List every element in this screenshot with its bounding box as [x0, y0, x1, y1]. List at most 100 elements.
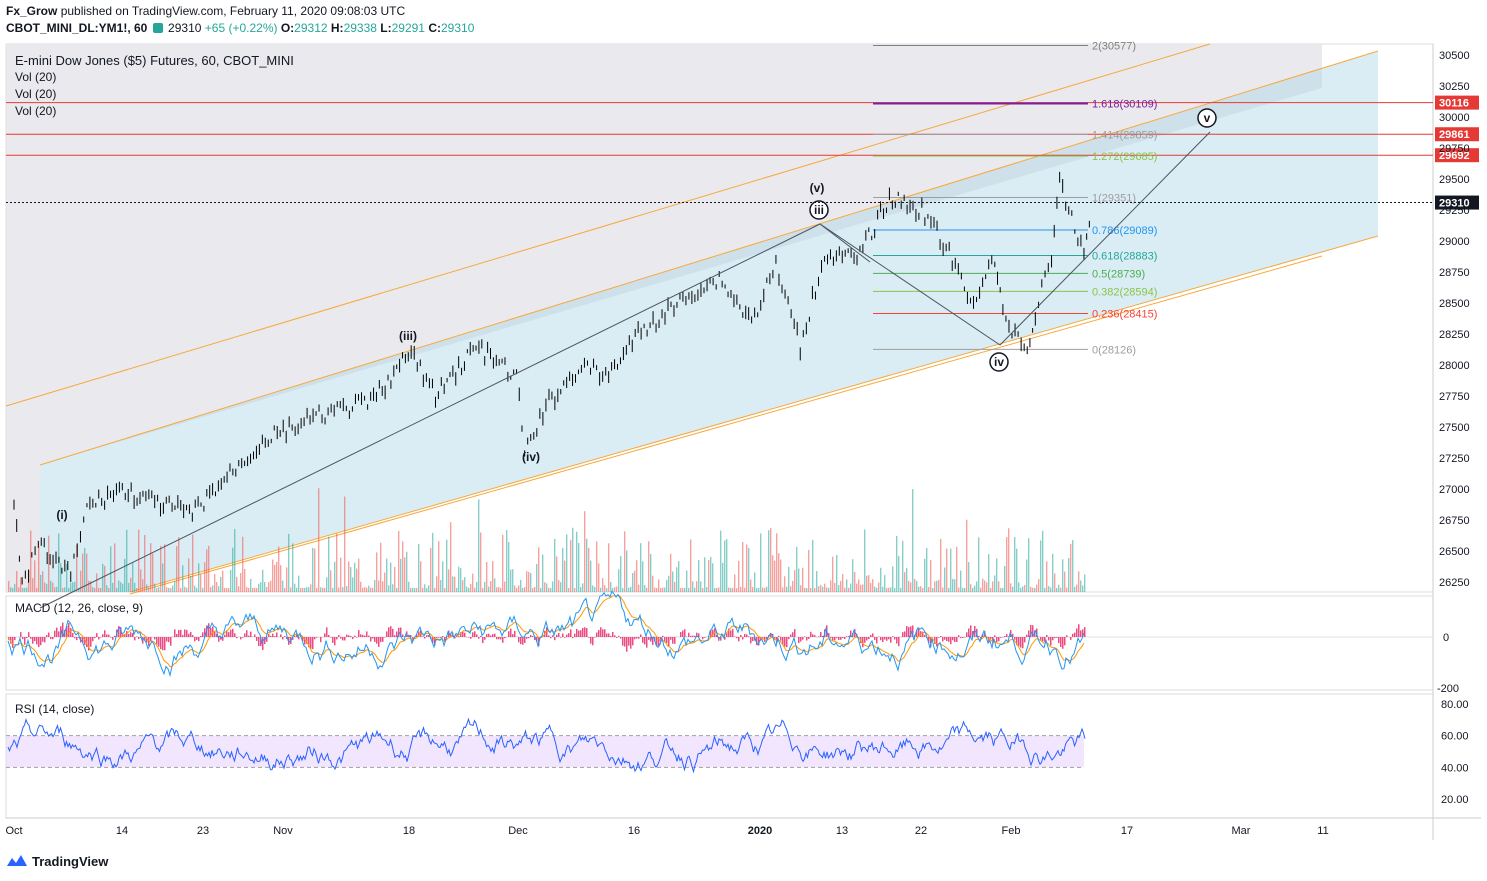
channel-middle-line[interactable] — [39, 50, 1379, 466]
macd-histogram-bar — [208, 623, 210, 637]
macd-legend[interactable]: MACD (12, 26, close, 9) — [15, 601, 144, 615]
macd-histogram-bar — [232, 628, 234, 637]
volume-bar — [570, 540, 572, 592]
volume-bar — [236, 576, 238, 592]
macd-line[interactable] — [7, 590, 1085, 678]
volume-bar — [870, 582, 872, 592]
time-axis-tick: Feb — [1002, 825, 1021, 837]
rsi-line[interactable] — [7, 717, 1086, 774]
macd-histogram-bar — [370, 637, 372, 642]
macd-histogram-bar — [1042, 637, 1044, 642]
high-key: H: — [330, 21, 344, 35]
volume-bar — [262, 569, 264, 592]
macd-histogram-bar — [48, 632, 50, 637]
low-value: 29291 — [391, 21, 425, 35]
volume-bar — [740, 586, 742, 592]
volume-bar — [834, 582, 836, 592]
macd-histogram-bar — [970, 625, 972, 637]
volume-bar — [642, 561, 644, 592]
macd-signal-line[interactable] — [7, 595, 1085, 668]
volume-bar — [558, 580, 560, 592]
macd-histogram-bar — [176, 633, 178, 637]
time-axis-tick: Mar — [1232, 825, 1251, 837]
volume-bar — [62, 587, 64, 592]
volume-bar — [304, 588, 306, 592]
macd-histogram-bar — [792, 632, 794, 637]
volume-bar — [360, 581, 362, 592]
macd-histogram-bar — [286, 637, 288, 640]
rsi-legend[interactable]: RSI (14, close) — [15, 702, 95, 716]
macd-histogram-bar — [580, 630, 582, 637]
macd-histogram-bar — [438, 637, 440, 638]
macd-histogram-bar — [1060, 637, 1062, 648]
volume-bar — [322, 587, 324, 592]
price-axis-tick: 30500 — [1439, 50, 1470, 62]
volume-bar — [846, 579, 848, 592]
macd-histogram-bar — [32, 637, 34, 644]
volume-bar — [330, 570, 332, 592]
volume-bar — [232, 547, 234, 592]
volume-bar — [654, 587, 656, 592]
macd-histogram-bar — [648, 637, 650, 640]
macd-histogram-bar — [770, 632, 772, 637]
macd-histogram-bar — [310, 637, 312, 649]
symbol-label[interactable]: CBOT_MINI_DL:YM1!, 60 — [6, 21, 148, 35]
volume-bar — [676, 567, 678, 592]
macd-histogram-bar — [1078, 624, 1080, 637]
macd-pane[interactable] — [5, 595, 1434, 691]
macd-histogram-bar — [1074, 632, 1076, 637]
macd-histogram-bar — [462, 631, 464, 637]
volume-bar — [484, 581, 486, 592]
volume-bar — [802, 567, 804, 592]
macd-histogram-bar — [632, 637, 634, 646]
wave-label: (iii) — [399, 329, 417, 343]
volume-bar — [478, 499, 480, 592]
macd-histogram-bar — [502, 637, 504, 643]
macd-histogram-bar — [306, 637, 308, 644]
macd-histogram-bar — [746, 634, 748, 637]
volume-bar — [998, 581, 1000, 592]
volume-bar — [178, 537, 180, 592]
volume-bar — [482, 587, 484, 592]
macd-axis-tick: -200 — [1437, 683, 1459, 695]
volume-bar — [708, 559, 710, 592]
tradingview-logo[interactable]: TradingView — [6, 853, 108, 869]
macd-histogram-bar — [614, 635, 616, 637]
macd-histogram-bar — [564, 637, 566, 638]
legend-vol-3[interactable]: Vol (20) — [15, 104, 57, 118]
macd-histogram-bar — [518, 637, 520, 643]
channel-lower-line[interactable] — [129, 235, 1379, 593]
volume-bar — [1030, 586, 1032, 592]
publisher-name[interactable]: Fx_Grow — [6, 4, 58, 18]
macd-histogram-bar — [996, 637, 998, 643]
volume-bar — [286, 567, 288, 592]
macd-histogram-bar — [742, 637, 744, 640]
wave-projection-line[interactable] — [39, 131, 1211, 609]
macd-histogram-bar — [228, 632, 230, 637]
volume-bar — [1078, 571, 1080, 592]
volume-bar — [968, 562, 970, 592]
macd-histogram-bar — [950, 637, 952, 645]
legend-vol-1[interactable]: Vol (20) — [15, 70, 57, 84]
macd-histogram-bar — [862, 637, 864, 648]
legend-vol-2[interactable]: Vol (20) — [15, 87, 57, 101]
volume-bar — [380, 542, 382, 592]
macd-histogram-bar — [806, 637, 808, 641]
volume-bar — [616, 586, 618, 592]
volume-bar — [608, 543, 610, 592]
macd-histogram-bar — [104, 630, 106, 637]
volume-bar — [744, 587, 746, 592]
volume-bar — [344, 496, 346, 592]
price-axis-tick: 27750 — [1439, 391, 1470, 403]
volume-bar — [346, 586, 348, 592]
macd-histogram-bar — [848, 636, 850, 637]
volume-bar — [66, 563, 68, 592]
legend-title[interactable]: E-mini Dow Jones ($5) Futures, 60, CBOT_… — [15, 53, 294, 68]
volume-bar — [50, 580, 52, 592]
macd-histogram-bar — [102, 634, 104, 637]
macd-histogram-bar — [284, 636, 286, 637]
volume-bar — [290, 587, 292, 592]
volume-bar — [566, 534, 568, 592]
macd-histogram-bar — [314, 637, 316, 640]
